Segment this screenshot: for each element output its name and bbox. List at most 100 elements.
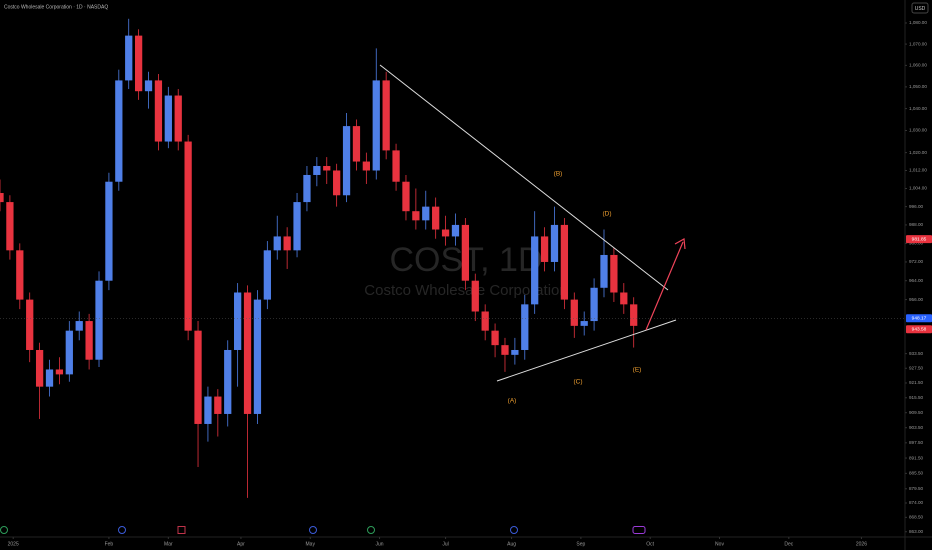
event-icon[interactable]	[0, 526, 8, 534]
candle-body	[184, 141, 192, 331]
candle-body	[441, 229, 450, 237]
y-tick-label: 891.50	[909, 455, 923, 460]
candle-body	[144, 80, 153, 92]
candle-body	[481, 311, 489, 331]
arrow-head	[674, 238, 686, 250]
candle-body	[234, 292, 242, 350]
x-tick-label: Oct	[646, 541, 654, 547]
candle-body	[75, 321, 83, 331]
wave-label: (E)	[633, 367, 642, 374]
candle-body	[372, 80, 380, 171]
candle-body	[461, 224, 470, 281]
candle-body	[243, 292, 252, 414]
y-tick-label: 1,070.00	[909, 41, 927, 46]
candle-body	[471, 280, 479, 312]
wave-label: (C)	[573, 379, 582, 386]
breakout-arrow	[645, 241, 684, 331]
candle-body	[0, 193, 4, 203]
wave-label: (A)	[508, 398, 517, 405]
candle-body	[105, 181, 113, 281]
candle-body	[630, 304, 638, 326]
candle-body	[560, 224, 569, 300]
candle-body	[521, 304, 529, 350]
candle-body	[115, 80, 123, 182]
x-tick-label: Apr	[237, 541, 245, 547]
price-label: 943.58	[912, 327, 927, 333]
y-tick-label: 996.00	[909, 204, 923, 209]
y-tick-label: 1,050.00	[909, 84, 927, 89]
candle-body	[125, 35, 133, 81]
candle-body	[134, 35, 143, 92]
candle-body	[392, 150, 400, 182]
candle-body	[65, 330, 73, 375]
candle-body	[620, 292, 628, 305]
candle-body	[253, 299, 262, 414]
candle-body	[204, 396, 212, 424]
chart-title: Costco Wholesale Corporation · 1D · NASD…	[4, 4, 108, 10]
candle-body	[600, 254, 608, 288]
candle-body	[491, 330, 499, 346]
x-tick-label: 2026	[856, 541, 867, 547]
wave-label: (D)	[602, 211, 611, 218]
lower-trendline	[496, 319, 677, 382]
y-tick-label: 964.00	[909, 278, 923, 283]
candle-body	[194, 330, 202, 424]
candles	[0, 18, 638, 498]
candle-body	[451, 224, 460, 237]
x-tick-label: Dec	[784, 541, 793, 547]
y-tick-label: 1,040.00	[909, 106, 927, 111]
candle-body	[590, 287, 598, 322]
candle-body	[501, 345, 509, 355]
candle-body	[16, 250, 24, 300]
y-tick-label: 1,004.00	[909, 186, 927, 191]
candle-body	[224, 349, 232, 414]
y-tick-label: 1,012.00	[909, 168, 927, 173]
y-tick-label: 933.50	[909, 351, 923, 356]
candle-body	[174, 95, 182, 142]
x-tick-label: Mar	[164, 541, 173, 547]
candle-body	[550, 224, 559, 262]
y-tick-label: 921.50	[909, 380, 923, 385]
event-icon[interactable]	[309, 526, 317, 534]
candle-body	[333, 170, 341, 196]
x-tick-label: 2025	[8, 541, 19, 547]
x-tick-label: Jul	[442, 541, 448, 547]
price-label-box	[906, 314, 932, 323]
y-tick-label: 885.50	[909, 471, 923, 476]
x-tick-label: Aug	[507, 541, 516, 547]
candle-body	[342, 126, 351, 196]
y-tick-label: 1,030.00	[909, 128, 927, 133]
candle-body	[540, 236, 549, 262]
y-tick-label: 972.00	[909, 259, 923, 264]
watermark-subtitle: Costco Wholesale Corporation	[364, 282, 567, 299]
price-label: 981.85	[912, 236, 927, 242]
wave-label: (B)	[554, 171, 563, 178]
candle-body	[55, 369, 64, 375]
candle-body	[570, 299, 578, 326]
upper-trendline	[379, 64, 669, 291]
candle-body	[303, 174, 311, 203]
candle-body	[511, 349, 519, 355]
event-icon[interactable]	[367, 526, 375, 534]
y-tick-label: 903.50	[909, 425, 923, 430]
event-icon[interactable]	[118, 526, 126, 534]
x-tick-label: Feb	[105, 541, 114, 547]
x-tick-label: May	[306, 541, 316, 547]
candle-body	[154, 80, 163, 142]
y-tick-label: 988.00	[909, 222, 923, 227]
event-icon[interactable]	[510, 526, 518, 534]
candle-body	[580, 321, 588, 326]
candle-body	[273, 236, 281, 251]
candle-body	[422, 206, 430, 221]
event-icon[interactable]	[632, 526, 646, 534]
x-tick-label: Jun	[376, 541, 384, 547]
candle-body	[531, 236, 539, 305]
candle-body	[323, 166, 331, 171]
candle-body	[432, 206, 440, 230]
event-icon[interactable]	[177, 526, 186, 534]
y-tick-label: 868.50	[909, 515, 923, 520]
candle-body	[214, 396, 222, 414]
candle-body	[6, 202, 14, 251]
candle-body	[164, 95, 172, 142]
